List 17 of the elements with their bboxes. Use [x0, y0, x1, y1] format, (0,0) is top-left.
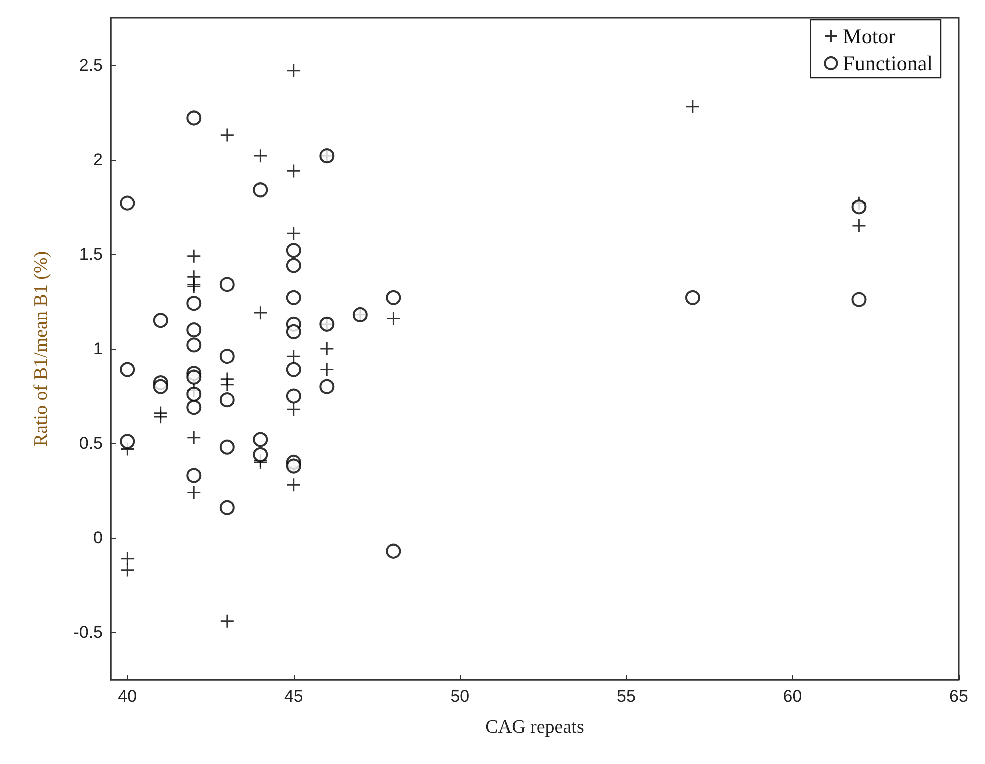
x-tick-label: 45: [284, 687, 304, 706]
y-tick-label: 1: [94, 340, 103, 358]
legend-label: Motor: [843, 24, 896, 48]
y-tick-label: 1.5: [79, 244, 103, 264]
x-tick-label: 65: [950, 687, 968, 706]
y-axis-title: Ratio of B1/mean B1 (%): [31, 251, 52, 447]
y-tick-label: 0: [94, 528, 103, 548]
x-tick-label: 40: [118, 687, 138, 706]
x-tick-label: 55: [616, 687, 636, 706]
x-axis-title: CAG repeats: [486, 717, 584, 738]
y-tick-label: 2: [94, 150, 103, 170]
y-tick-label: -0.5: [74, 623, 103, 642]
x-tick-label: 60: [783, 687, 802, 706]
y-tick-label: 2.5: [79, 56, 103, 75]
x-tick-label: 50: [450, 687, 470, 706]
legend-label: Functional: [843, 52, 934, 76]
y-tick-label: 0.5: [79, 434, 103, 454]
